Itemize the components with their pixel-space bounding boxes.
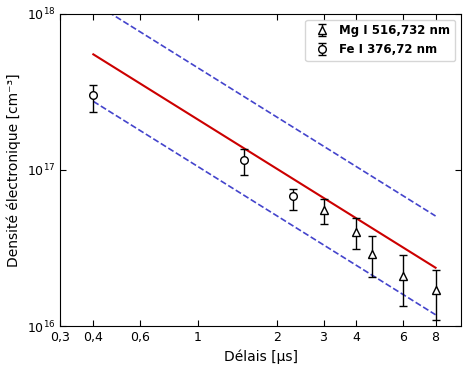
Y-axis label: Densité électronique [cm⁻³]: Densité électronique [cm⁻³]: [7, 73, 22, 267]
Legend: Mg I 516,732 nm, Fe I 376,72 nm: Mg I 516,732 nm, Fe I 376,72 nm: [305, 20, 455, 61]
X-axis label: Délais [μs]: Délais [μs]: [224, 349, 298, 364]
